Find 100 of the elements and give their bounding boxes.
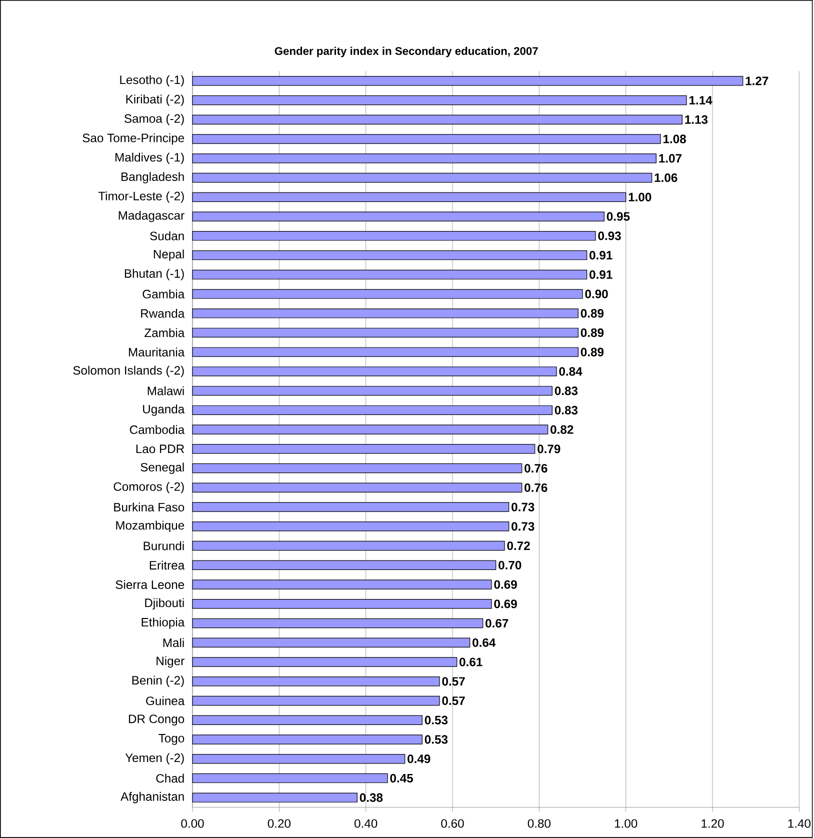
y-tick-label: Benin (-2) [132,676,184,687]
bar [192,676,440,686]
data-label: 0.38 [360,793,382,802]
bar [192,95,687,106]
data-label: 0.90 [585,290,608,298]
bar [192,405,552,416]
y-tick-label: Chad [156,774,184,783]
data-label: 0.53 [424,716,448,724]
bar [192,386,552,396]
bar [192,696,440,706]
y-tick-label: Comoros (-2) [114,482,184,494]
bar [192,134,661,144]
y-tick-label: Kiribati (-2) [126,94,184,106]
bar [192,192,626,202]
bar [192,230,596,241]
y-tick-label: Ethiopia [142,618,184,629]
chart-title: Gender parity index in Secondary education, 2007 [274,46,538,58]
bar [192,522,509,532]
data-label: 0.93 [598,232,621,240]
data-label: 1.14 [689,96,712,104]
y-tick-label: Solomon Islands (-2) [73,366,184,378]
data-label: 0.57 [442,677,465,686]
y-tick-label: Bangladesh [121,172,184,184]
y-tick-label: Zambia [144,328,184,338]
y-tick-label: Afghanistan [120,792,184,804]
y-tick-label: Togo [158,734,184,745]
y-tick-label: Malawi [148,386,184,396]
y-tick-label: Maldives (-1) [115,152,184,164]
data-label: 0.89 [580,348,604,356]
y-tick-label: Djibouti [144,598,184,610]
data-label: 0.95 [606,212,630,221]
data-label: 0.73 [511,502,534,512]
bar [192,114,682,124]
y-tick-label: Lao PDR [136,444,184,454]
bar [192,289,583,299]
bar [192,715,422,725]
bar [192,212,604,222]
data-label: 0.89 [580,309,604,318]
x-tick-label: 0.20 [268,819,290,828]
data-label: 0.69 [494,580,517,589]
y-tick-label: Mauritania [128,348,184,357]
y-tick-label: Burkina Faso [114,502,184,512]
bar [192,328,578,338]
y-tick-label: Eritrea [150,560,184,570]
bar [192,270,587,280]
y-tick-label: Mozambique [116,520,184,532]
bar [192,599,492,609]
data-label: 0.61 [459,658,482,666]
x-tick-label: 1.00 [614,819,638,828]
x-tick-label: 1.40 [788,819,810,828]
bar [192,773,388,784]
data-label: 0.73 [511,522,534,531]
x-tick-label: 0.00 [181,819,204,828]
data-label: 0.53 [424,735,448,744]
data-label: 0.64 [472,638,496,647]
bar [192,792,358,802]
y-tick-label: Uganda [142,404,184,416]
x-tick-label: 0.60 [441,819,464,828]
y-tick-label: DR Congo [128,714,184,726]
bar [192,580,492,590]
y-tick-label: Bhutan (-1) [124,268,184,280]
y-tick-label: Samoa (-2) [124,114,184,126]
data-label: 0.67 [485,618,508,628]
data-label: 0.70 [498,560,522,570]
bar [192,502,509,512]
data-label: 0.84 [559,367,582,376]
data-label: 1.27 [746,76,768,86]
bar [192,444,535,454]
y-tick-label: Lesotho (-1) [120,75,184,87]
y-tick-label: Rwanda [140,308,184,318]
data-label: 0.72 [507,541,530,550]
data-label: 0.91 [589,250,612,260]
bar [192,172,652,183]
data-label: 0.91 [589,270,612,279]
data-label: 0.89 [580,328,604,337]
data-label: 0.76 [524,483,548,492]
bar [192,540,505,551]
y-tick-label: Madagascar [118,210,184,222]
data-label: 1.13 [684,115,708,124]
y-tick-label: Sierra Leone [116,580,184,589]
bar [192,560,496,570]
bar [192,463,522,474]
bar [192,482,522,493]
y-tick-label: Senegal [140,462,184,474]
y-tick-label: Burundi [144,541,184,550]
data-label: 0.76 [524,464,548,473]
data-label: 0.69 [494,600,517,608]
y-tick-label: Nepal [154,250,184,261]
data-label: 1.00 [628,192,652,202]
bar [192,250,587,260]
data-label: 0.83 [554,386,578,396]
y-tick-label: Cambodia [130,425,184,434]
y-tick-label: Timor-Leste (-2) [98,191,184,203]
y-tick-label: Yemen (-2) [125,753,184,764]
bar [192,347,578,357]
y-tick-label: Mali [163,638,184,648]
bar [192,734,422,744]
bar [192,754,405,764]
bar [192,424,548,434]
data-label: 0.82 [550,425,574,434]
